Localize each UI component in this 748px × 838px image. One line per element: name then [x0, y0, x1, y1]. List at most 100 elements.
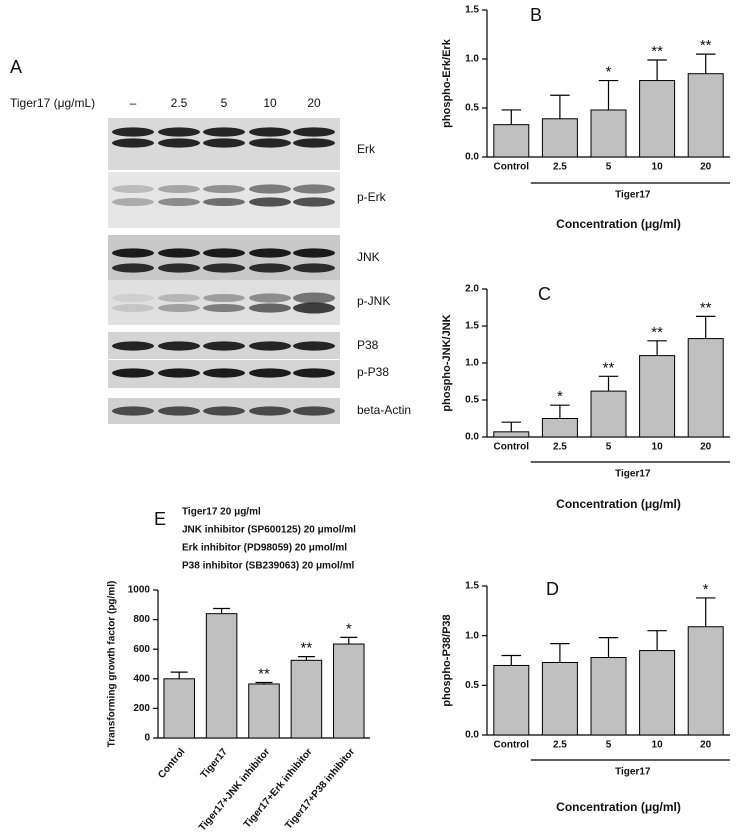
bar — [290, 659, 323, 739]
y-tick-label: 1.0 — [465, 54, 479, 65]
x-tick-label: Control — [494, 740, 530, 751]
bar — [493, 664, 530, 736]
x-tick-label: 2.5 — [553, 740, 567, 751]
x-axis-label: Concentration (μg/ml) — [556, 217, 681, 231]
y-tick-label: 0.0 — [465, 152, 479, 163]
significance: ** — [700, 37, 712, 54]
group-label: Tiger17 — [615, 469, 651, 480]
y-tick-label: 0.5 — [465, 103, 479, 114]
blot-band — [203, 185, 245, 193]
panel-letter: C — [538, 284, 551, 304]
significance: * — [606, 64, 612, 81]
annotation: P38 inhibitor (SB239063) 20 μmol/ml — [182, 561, 355, 572]
x-tick-label: Tiger17 — [199, 746, 230, 781]
blot-band — [249, 341, 291, 351]
blot-strip — [108, 280, 340, 325]
band-label: JNK — [357, 250, 380, 264]
y-axis-label: phospho-Erk/Erk — [441, 38, 453, 128]
y-tick-label: 0.5 — [465, 680, 479, 691]
lane-label: 10 — [263, 96, 277, 110]
band-label: p-Erk — [357, 190, 387, 204]
blot-band — [249, 138, 291, 148]
lane-label: 2.5 — [171, 96, 188, 110]
blot-band — [112, 248, 154, 258]
blot-band — [203, 263, 245, 273]
panel-letter: D — [546, 579, 559, 599]
x-tick-label: 5 — [606, 442, 612, 453]
blot-band — [112, 341, 154, 351]
y-tick-label: 1.5 — [465, 321, 479, 332]
blot-band — [203, 406, 245, 416]
blot-band — [293, 341, 335, 351]
significance: ** — [258, 665, 270, 682]
blot-band — [293, 302, 335, 314]
blot-band — [158, 127, 200, 137]
blot-band — [249, 406, 291, 416]
x-tick-label: 5 — [606, 740, 612, 751]
x-axis-label: Concentration (μg/ml) — [556, 497, 681, 511]
bar — [541, 418, 578, 438]
blot-band — [203, 127, 245, 137]
bar — [687, 626, 724, 736]
group-label: Tiger17 — [615, 767, 651, 778]
x-tick-label: Tiger17+P38 inhibitor — [283, 746, 357, 831]
bar — [639, 355, 676, 438]
blot-band — [112, 304, 154, 312]
x-tick-label: 5 — [606, 162, 612, 173]
annotation: JNK inhibitor (SP600125) 20 μmol/ml — [182, 525, 356, 536]
blot-band — [249, 303, 291, 313]
y-axis-label: Transforming growth factor (pg/ml) — [107, 581, 118, 748]
blot-band — [203, 341, 245, 351]
band-label: beta-Actin — [357, 403, 411, 417]
y-tick-label: 1000 — [128, 585, 151, 596]
bar — [493, 124, 530, 158]
blot-band — [158, 138, 200, 148]
blot-band — [293, 127, 335, 137]
blot-band — [112, 406, 154, 416]
blot-band — [203, 198, 245, 206]
x-tick-label: 10 — [652, 162, 664, 173]
group-label: Tiger17 — [615, 190, 651, 201]
y-tick-label: 1.0 — [465, 358, 479, 369]
blot-band — [112, 198, 154, 206]
bar — [687, 73, 724, 158]
y-tick-label: 0.0 — [465, 432, 479, 443]
blot-band — [293, 292, 335, 304]
blot-band — [293, 197, 335, 207]
blot-band — [293, 406, 335, 416]
blot-band — [293, 138, 335, 148]
blot-band — [249, 197, 291, 207]
panel-letter: A — [10, 57, 22, 77]
bar — [590, 109, 627, 158]
y-tick-label: 0 — [144, 733, 150, 744]
bar — [493, 431, 530, 438]
blot-band — [158, 263, 200, 273]
y-tick-label: 1.5 — [465, 581, 479, 592]
x-tick-label: 20 — [700, 442, 712, 453]
blot-band — [112, 263, 154, 273]
x-tick-label: 20 — [700, 740, 712, 751]
x-tick-label: Control — [494, 442, 530, 453]
blot-band — [249, 368, 291, 378]
x-tick-label: 2.5 — [553, 442, 567, 453]
band-label: Erk — [357, 142, 376, 156]
blot-band — [249, 248, 291, 258]
blot-band — [158, 368, 200, 378]
blot-band — [293, 263, 335, 273]
y-tick-label: 1.0 — [465, 630, 479, 641]
bar — [163, 678, 195, 739]
blot-band — [203, 138, 245, 148]
band-label: p-P38 — [357, 365, 389, 379]
y-axis-label: phospho-P38/P38 — [441, 614, 453, 706]
x-tick-label: 10 — [652, 740, 664, 751]
blot-band — [158, 294, 200, 302]
significance: * — [557, 388, 563, 405]
significance: ** — [603, 359, 615, 376]
blot-band — [158, 304, 200, 312]
significance: * — [346, 620, 352, 637]
blot-band — [249, 293, 291, 303]
blot-band — [203, 368, 245, 378]
lane-label: – — [130, 96, 137, 110]
lane-label: 5 — [221, 96, 228, 110]
